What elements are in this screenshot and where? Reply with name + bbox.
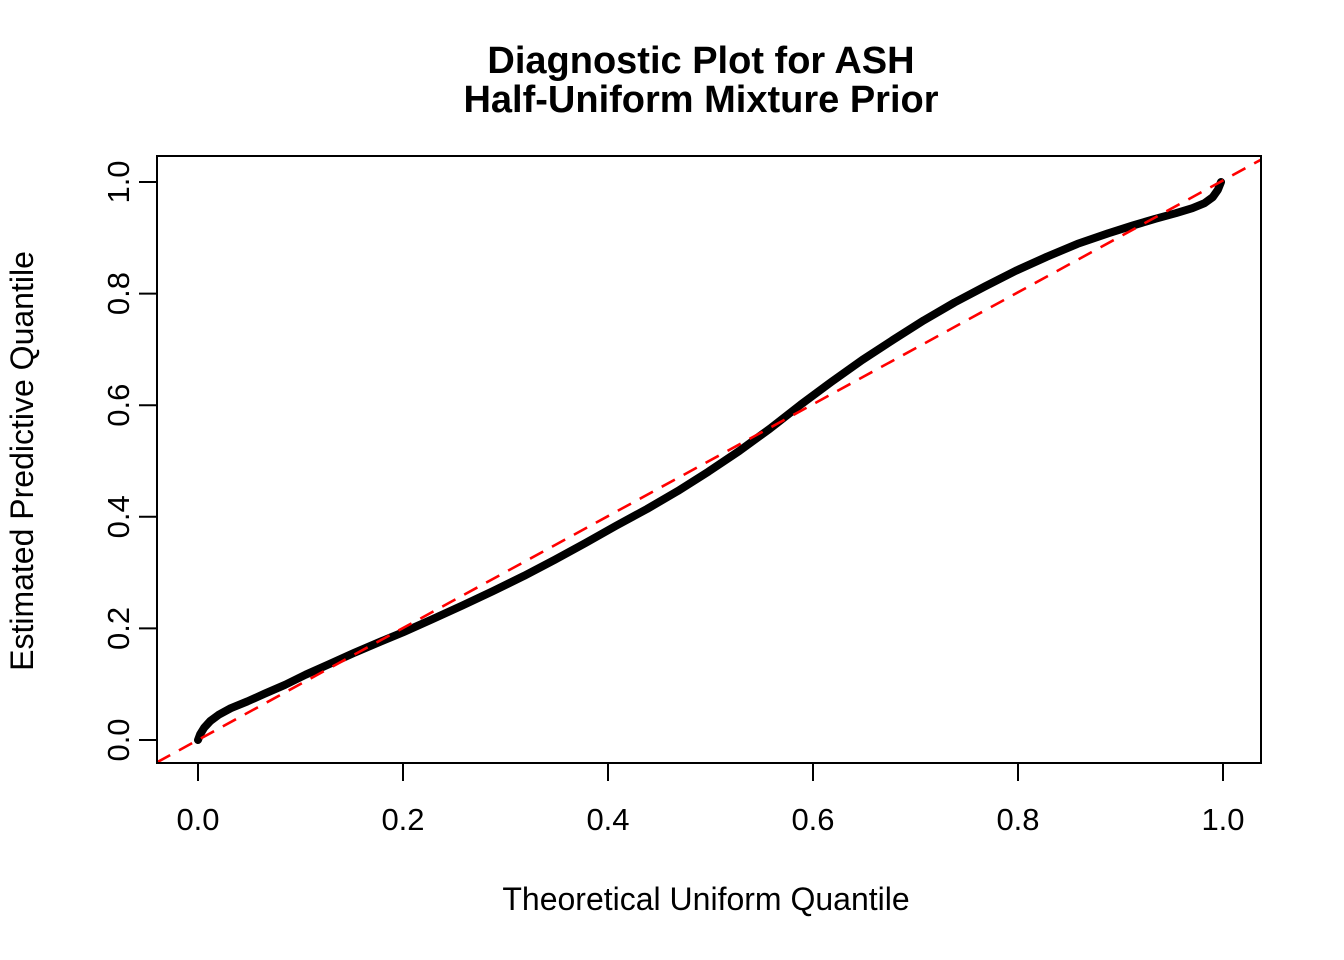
y-tick-label: 0.6 [101,384,136,427]
reference-diagonal-line [156,158,1262,764]
y-tick-label: 0.2 [101,607,136,650]
plot-title-line1: Diagnostic Plot for ASH [487,40,914,82]
x-tick-label: 1.0 [1201,802,1244,837]
y-tick-label: 0.4 [101,495,136,538]
qq-curve-series [194,178,1225,744]
x-tick-label: 0.6 [791,802,834,837]
y-axis: 0.0 0.2 0.4 0.6 0.8 1.0 [101,160,157,762]
y-tick-label: 0.0 [101,718,136,761]
y-tick-label: 0.8 [101,272,136,315]
y-axis-title: Estimated Predictive Quantile [4,251,40,671]
estimated-predictive-quantile-curve [194,178,1225,744]
x-tick-label: 0.2 [381,802,424,837]
plot-border-box [156,155,1262,764]
plot-title-line2: Half-Uniform Mixture Prior [463,79,938,121]
x-axis-title: Theoretical Uniform Quantile [502,881,909,917]
x-tick-label: 0.8 [996,802,1039,837]
y-tick-label: 1.0 [101,160,136,203]
x-tick-label: 0.0 [176,802,219,837]
x-axis: 0.0 0.2 0.4 0.6 0.8 1.0 [176,763,1245,837]
identity-reference-line [156,158,1262,764]
x-tick-label: 0.4 [586,802,629,837]
